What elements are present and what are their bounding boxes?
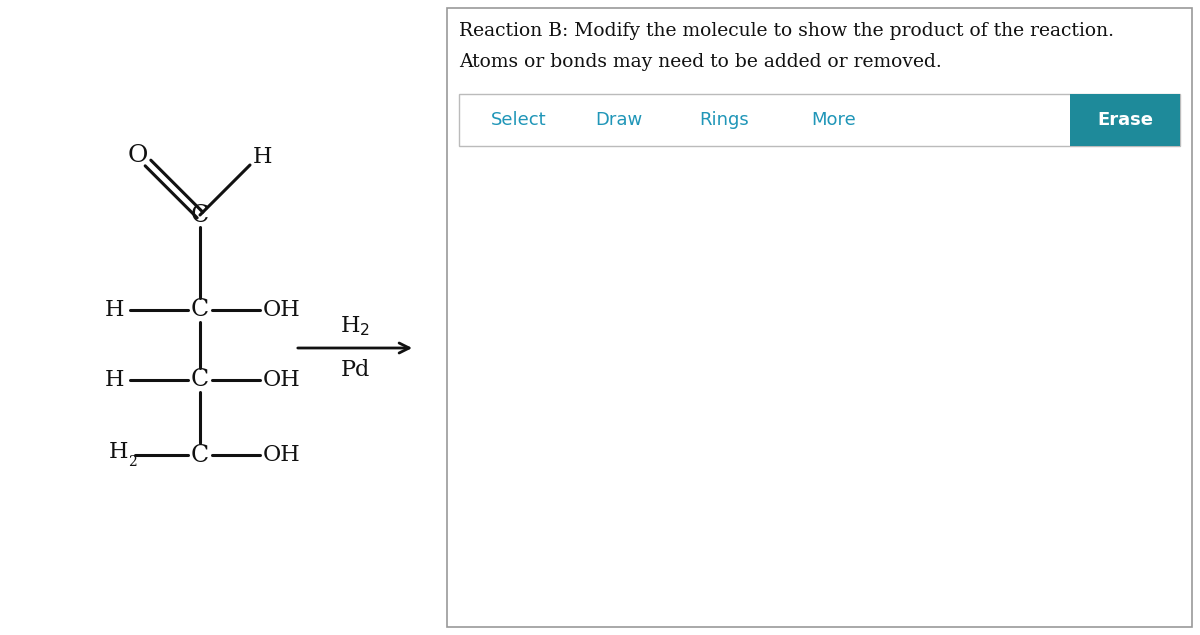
Text: OH: OH (263, 299, 301, 321)
Bar (446, 8, 1192, 627)
Text: C: C (191, 298, 209, 321)
Text: OH: OH (263, 444, 301, 466)
Text: H: H (252, 146, 271, 168)
Text: Draw: Draw (595, 111, 643, 129)
Text: Reaction B: Modify the molecule to show the product of the reaction.: Reaction B: Modify the molecule to show … (458, 22, 1114, 40)
Text: Rings: Rings (700, 111, 749, 129)
Text: More: More (811, 111, 857, 129)
Text: Erase: Erase (1097, 111, 1153, 129)
Bar (1070, 94, 1180, 146)
Text: Pd: Pd (341, 359, 370, 381)
Text: Atoms or bonds may need to be added or removed.: Atoms or bonds may need to be added or r… (458, 53, 942, 71)
Text: C: C (191, 368, 209, 392)
Text: C: C (191, 443, 209, 467)
Text: H: H (106, 369, 125, 391)
Text: Select: Select (491, 111, 547, 129)
Text: OH: OH (263, 369, 301, 391)
Text: O: O (128, 144, 148, 166)
Text: H$_2$: H$_2$ (340, 314, 370, 338)
Bar (458, 94, 1180, 146)
Text: H: H (106, 299, 125, 321)
Text: H: H (108, 441, 127, 463)
Text: 2: 2 (127, 455, 137, 469)
Text: C: C (191, 203, 209, 227)
